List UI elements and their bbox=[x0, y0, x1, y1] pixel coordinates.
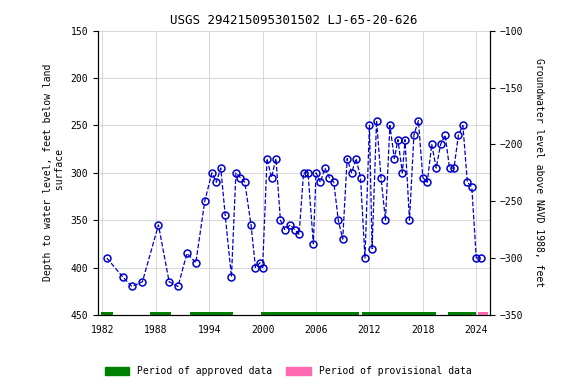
Legend: Period of approved data, Period of provisional data: Period of approved data, Period of provi… bbox=[102, 363, 474, 379]
Bar bbox=[478, 312, 488, 318]
Bar bbox=[101, 312, 113, 318]
Bar bbox=[150, 312, 171, 318]
Bar bbox=[261, 312, 359, 318]
Title: USGS 294215095301502 LJ-65-20-626: USGS 294215095301502 LJ-65-20-626 bbox=[170, 14, 418, 27]
Y-axis label: Groundwater level above NAVD 1988, feet: Groundwater level above NAVD 1988, feet bbox=[533, 58, 544, 287]
Bar bbox=[190, 312, 233, 318]
Y-axis label: Depth to water level, feet below land
 surface: Depth to water level, feet below land su… bbox=[43, 64, 65, 281]
Bar bbox=[362, 312, 436, 318]
Bar bbox=[448, 312, 476, 318]
